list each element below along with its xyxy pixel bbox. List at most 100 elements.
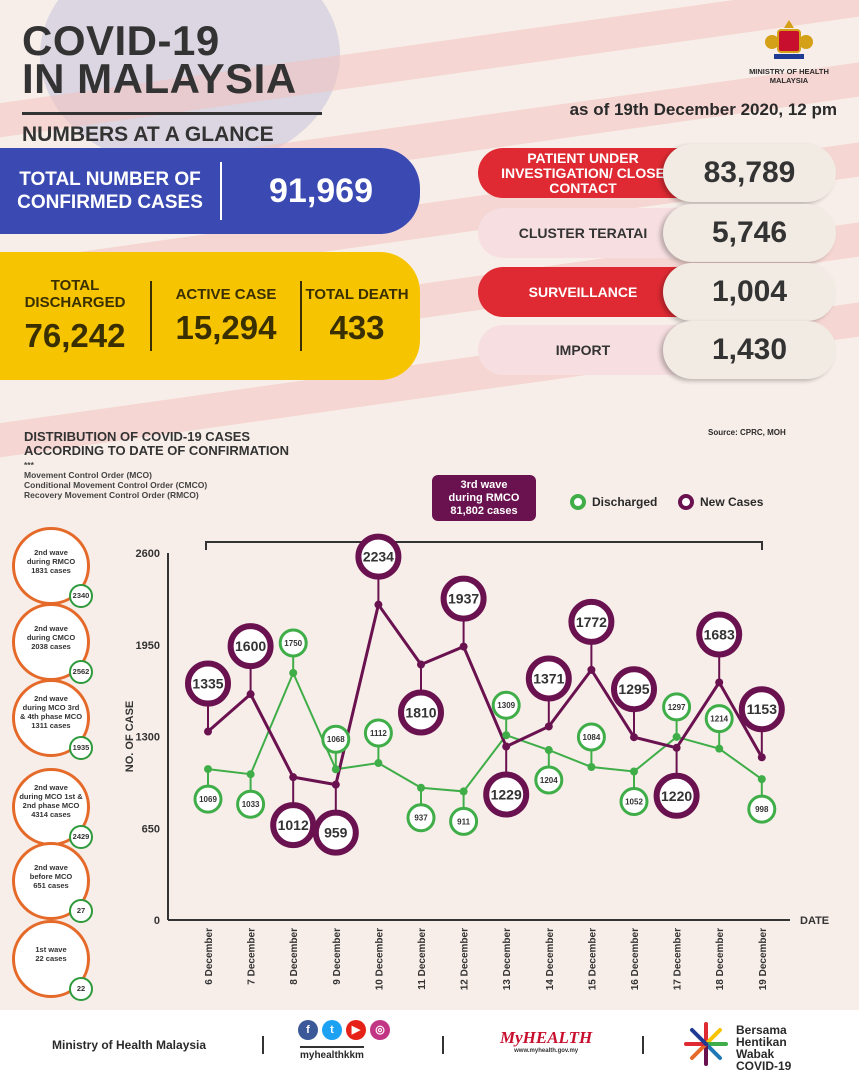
new-case-bubble (525, 655, 572, 702)
social-icons: f t ▶ ◎ (298, 1020, 390, 1040)
discharged-bubble (236, 789, 266, 819)
discharged-bubble (491, 690, 521, 720)
coat-of-arms-icon (765, 20, 813, 59)
wave-text: 2nd wave (34, 624, 68, 633)
discharged-label: 1112 (370, 729, 387, 738)
instagram-icon[interactable]: ◎ (370, 1020, 390, 1040)
x-tick-label: 8 December (289, 928, 300, 985)
new-case-bubble (312, 809, 359, 856)
legend-new-label: New Cases (700, 495, 764, 509)
new-case-label: 959 (324, 825, 348, 841)
discharged-label: 1750 (284, 639, 302, 648)
total-confirmed-card: TOTAL NUMBER OF CONFIRMED CASES 91,969 (0, 148, 420, 234)
discharged-label: 1084 (583, 733, 601, 742)
campaign-line: COVID-19 (736, 1059, 792, 1073)
new-case-label: 1772 (576, 614, 607, 630)
myhealth-url: www.myhealth.gov.my (514, 1048, 579, 1054)
discharged-label: 937 (414, 814, 428, 823)
wave-text: before MCO (29, 872, 73, 881)
discharged-label: 1297 (668, 703, 686, 712)
wave-discharged-badge: 22 (69, 977, 93, 1001)
campaign-line: Wabak (736, 1047, 775, 1061)
youtube-icon[interactable]: ▶ (346, 1020, 366, 1040)
wave-discharged-badge: 2340 (69, 584, 93, 608)
new-case-label: 2234 (363, 549, 394, 565)
myhealth-brand: MyHEALTH (500, 1028, 593, 1047)
discharged-label: 1033 (242, 800, 260, 809)
legend-discharged: Discharged (570, 494, 657, 510)
y-tick-label: 2600 (136, 548, 160, 560)
source-note: Source: CPRC, MOH (708, 428, 786, 437)
discharged-bubble (278, 628, 308, 658)
discharged-bubble (363, 718, 393, 748)
x-tick-label: 11 December (417, 928, 428, 990)
new-case-label: 1335 (192, 676, 223, 692)
discharged-label: 1204 (540, 776, 558, 785)
x-tick-label: 17 December (673, 928, 684, 990)
discharged-bubble (193, 784, 223, 814)
divider (220, 162, 222, 220)
third-wave-bracket (205, 541, 763, 550)
new-case-label: 1371 (533, 670, 564, 686)
new-case-bubble (227, 623, 274, 670)
x-tick-label: 15 December (587, 928, 598, 990)
category-value: 1,430 (663, 321, 836, 379)
category-value: 1,004 (663, 263, 836, 321)
new-case-bubble (483, 771, 530, 818)
active-label: ACTIVE CASE (175, 285, 277, 303)
wave-circle: 2nd wave during CMCO 2038 cases 2562 (12, 603, 93, 684)
footer: Ministry of Health Malaysia f t ▶ ◎ myhe… (0, 1010, 859, 1080)
discharged-label: 911 (457, 817, 470, 826)
x-tick-label: 9 December (332, 928, 343, 985)
x-tick-label: 14 December (545, 928, 556, 990)
twitter-icon[interactable]: t (322, 1020, 342, 1040)
campaign-sunburst-icon (684, 1022, 728, 1066)
new-case-point (544, 722, 553, 731)
facebook-icon[interactable]: f (298, 1020, 318, 1040)
purple-pin-icon (678, 494, 694, 510)
page-subtitle: NUMBERS AT A GLANCE (22, 112, 322, 147)
title-line-2: IN MALAYSIA (22, 55, 297, 102)
divider (262, 1036, 264, 1054)
new-case-label: 1937 (448, 591, 479, 607)
wave-text: 1831 cases (31, 566, 71, 575)
new-case-bubble (738, 686, 785, 733)
note-line: Conditional Movement Control Order (CMCO… (24, 480, 208, 490)
new-case-label: 1295 (618, 681, 649, 697)
legend-discharged-label: Discharged (592, 495, 658, 509)
discharged-bubble (449, 806, 479, 836)
new-cases-line (207, 601, 764, 787)
new-case-bubble (185, 660, 231, 707)
x-tick-label: 13 December (502, 928, 513, 990)
wave-text: 2nd wave (34, 863, 68, 872)
page-title: COVID-19 IN MALAYSIA NUMBERS AT A GLANCE (22, 20, 322, 147)
x-tick-label: 12 December (460, 928, 471, 990)
discharged-bubble (576, 722, 606, 752)
discharged-bubble (747, 794, 777, 824)
footer-ministry: Ministry of Health Malaysia (52, 1038, 207, 1052)
wave-circle: 2nd wave during MCO 1st & 2nd phase MCO … (12, 768, 93, 849)
new-case-point (715, 678, 724, 687)
wave-text: 651 cases (33, 881, 69, 890)
flag-background (0, 0, 859, 470)
y-tick-label: 0 (154, 915, 160, 927)
discharged-point (459, 787, 468, 796)
chart-title-line-1: DISTRIBUTION OF COVID-19 CASES (24, 429, 251, 444)
new-case-bubble (398, 689, 444, 736)
x-tick-label: 16 December (630, 928, 641, 990)
category-label: PATIENT UNDER INVESTIGATION/ CLOSE CONTA… (478, 148, 688, 198)
wave-text: 4314 cases (31, 810, 71, 819)
new-case-label: 1012 (278, 817, 309, 833)
wave-text: during MCO 1st & (19, 792, 83, 801)
new-case-bubble (270, 802, 317, 849)
divider (642, 1036, 644, 1054)
new-case-label: 1600 (235, 638, 266, 654)
x-axis-label: DATE (800, 915, 829, 927)
wave-text: 2nd wave (34, 694, 68, 703)
total-confirmed-label: TOTAL NUMBER OF CONFIRMED CASES (17, 169, 203, 213)
new-case-bubble (696, 611, 743, 658)
active-stat: ACTIVE CASE 15,294 (152, 286, 300, 347)
death-label: TOTAL DEATH (305, 285, 409, 303)
wave-text: during MCO 3rd (22, 703, 80, 712)
category-label: CLUSTER TERATAI (478, 208, 688, 258)
